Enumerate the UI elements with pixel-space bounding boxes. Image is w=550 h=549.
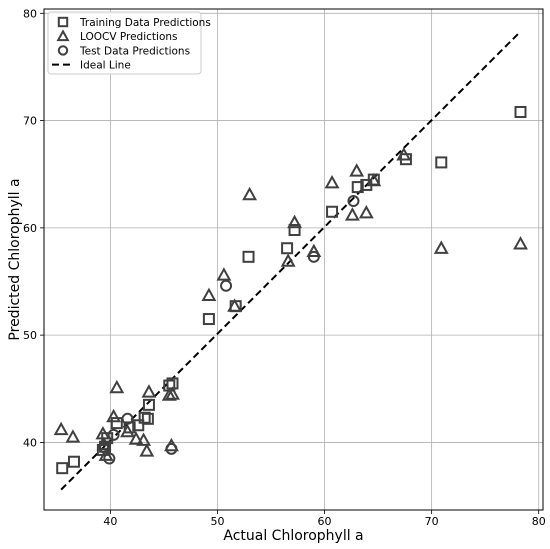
triangle-point: [161, 387, 177, 401]
y-axis-label: Predicted Chlorophyll a: [7, 178, 23, 340]
triangle-point: [128, 431, 144, 445]
series-triangle: [53, 147, 528, 461]
triangle-point: [141, 384, 157, 398]
x-tick-label: 80: [532, 515, 546, 528]
series-circle: [99, 195, 360, 465]
circle-point: [103, 452, 116, 465]
square-point: [67, 455, 80, 468]
triangle-point: [227, 298, 243, 312]
triangle-point: [396, 147, 412, 161]
triangle-point: [95, 426, 111, 440]
square-point: [202, 313, 215, 326]
triangle-point: [358, 205, 374, 219]
y-tick-label: 80: [23, 7, 37, 20]
triangle-point: [344, 207, 360, 221]
x-tick-label: 50: [210, 515, 224, 528]
y-tick-label: 50: [23, 329, 37, 342]
triangle-point: [65, 429, 81, 443]
grid: [44, 9, 543, 510]
square-point: [110, 417, 123, 430]
triangle-point: [106, 408, 122, 423]
circle-point: [220, 279, 233, 292]
triangle-point: [306, 243, 322, 258]
axis-ticks: 40 50 60 70 80 40 50 60 70 80: [23, 7, 546, 528]
circle-point: [307, 250, 320, 263]
triangle-point: [287, 214, 303, 229]
x-tick-label: 70: [425, 515, 439, 528]
square-point: [514, 105, 527, 118]
triangle-point: [98, 447, 114, 461]
series-square: [56, 105, 527, 475]
triangle-point: [120, 423, 135, 438]
square-point: [123, 421, 136, 434]
legend-label: Training Data Predictions: [79, 17, 211, 29]
circle-point: [347, 195, 360, 208]
triangle-point: [53, 421, 69, 436]
square-point: [288, 223, 301, 236]
y-tick-label: 40: [23, 436, 37, 449]
legend-square-swatch: [57, 16, 69, 28]
legend-label: LOOCV Predictions: [80, 31, 178, 43]
square-point: [281, 242, 294, 255]
triangle-point: [433, 240, 449, 254]
x-axis-label: Actual Chlorophyll a: [223, 528, 363, 544]
legend-label: Test Data Predictions: [79, 45, 190, 57]
legend: Training Data Predictions LOOCV Predictio…: [47, 11, 211, 75]
legend-triangle-swatch: [56, 29, 70, 42]
plot-frame: [43, 8, 544, 511]
data-points: [53, 105, 528, 475]
x-tick-label: 60: [318, 515, 332, 528]
y-tick-label: 60: [23, 222, 37, 235]
legend-label: Ideal Line: [80, 60, 131, 72]
triangle-point: [242, 186, 258, 201]
circle-point: [121, 412, 134, 425]
legend-box: [47, 11, 202, 75]
circle-point: [165, 442, 178, 455]
triangle-point: [216, 267, 232, 281]
x-tick-label: 40: [103, 515, 117, 528]
square-point: [56, 462, 69, 475]
square-point: [435, 156, 448, 169]
legend-circle-swatch: [57, 45, 69, 56]
triangle-point: [366, 172, 382, 187]
square-point: [132, 419, 145, 432]
triangle-point: [136, 432, 152, 446]
circle-point: [99, 441, 112, 454]
triangle-point: [513, 236, 528, 250]
triangle-point: [109, 379, 125, 394]
triangle-point: [165, 386, 180, 400]
triangle-point: [139, 443, 155, 457]
triangle-point: [349, 163, 365, 177]
y-tick-label: 70: [23, 115, 37, 128]
square-point: [141, 412, 154, 425]
square-point: [326, 205, 339, 218]
square-point: [351, 181, 364, 194]
square-point: [142, 398, 155, 411]
circle-point: [107, 428, 120, 441]
triangle-point: [324, 174, 340, 189]
square-point: [242, 250, 255, 263]
triangle-point: [280, 253, 296, 267]
square-point: [138, 411, 151, 424]
triangle-point: [201, 287, 217, 302]
